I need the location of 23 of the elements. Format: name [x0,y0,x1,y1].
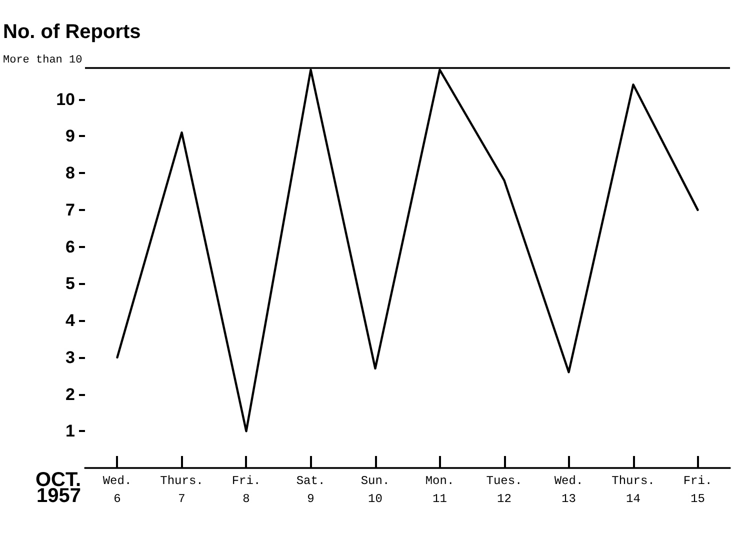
x-tick-label: Wed. 6 [102,474,132,506]
x-tick-label: Thurs. 14 [612,474,655,506]
y-tick-label: 6 [66,237,75,256]
x-tick-label: Fri. 15 [683,474,712,506]
y-tick-label: 8 [66,164,75,183]
x-tick-label: Thurs. 7 [160,474,204,506]
x-tick-label: Tues. 12 [486,474,522,506]
x-tick-label: Fri. 8 [232,474,261,506]
x-tick-label: Wed. 13 [554,474,584,506]
x-tick-label: Mon. 11 [425,474,454,506]
y-axis-title: No. of Reports [3,21,141,43]
ref-line-label: More than 10 [3,54,82,66]
y-tick-label: 7 [66,200,75,220]
x-axis-title: OCT. 1957 [35,469,81,507]
x-tick-label: Sun. 10 [360,474,390,506]
y-tick-label: 9 [66,126,75,146]
y-tick-label: 4 [66,311,76,330]
y-tick-label: 2 [66,384,75,404]
x-tick-label: Sat. 9 [296,474,326,506]
y-tick-label: 10 [56,90,75,109]
y-tick-label: 1 [66,422,75,441]
y-tick-label: 5 [66,274,75,294]
y-tick-label: 3 [66,348,75,367]
